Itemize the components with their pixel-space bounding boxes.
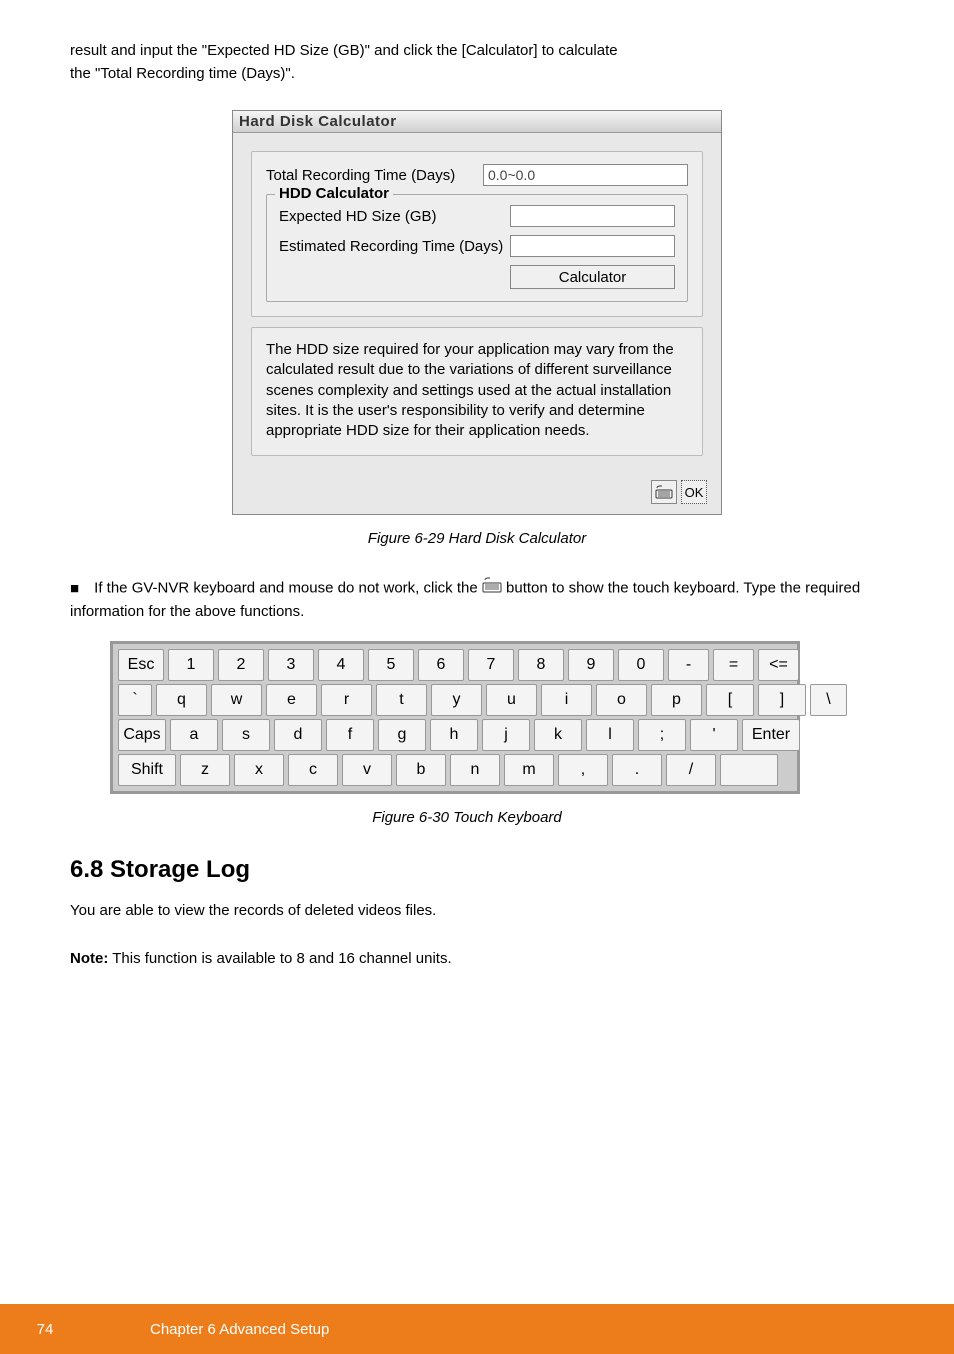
kb-key-'[interactable]: ' [690,719,738,751]
fieldset-legend: HDD Calculator [275,185,393,202]
inline-keyboard-icon [482,577,502,601]
kb-key-9[interactable]: 9 [568,649,614,681]
kb-key-][interactable]: ] [758,684,806,716]
footer-chapter: Chapter 6 Advanced Setup [90,1321,329,1338]
kb-key-w[interactable]: w [211,684,262,716]
kb-key-g[interactable]: g [378,719,426,751]
kb-key-j[interactable]: j [482,719,530,751]
kb-key-x[interactable]: x [234,754,284,786]
kb-key-h[interactable]: h [430,719,478,751]
bullet-marker: ■ [70,578,90,601]
kb-key-1[interactable]: 1 [168,649,214,681]
hdd-fieldset: HDD Calculator Expected HD Size (GB) Est… [266,194,688,302]
kb-key-t[interactable]: t [376,684,427,716]
kb-key-=[interactable]: = [713,649,754,681]
kb-key-<=[interactable]: <= [758,649,799,681]
kb-key-e[interactable]: e [266,684,317,716]
kb-key-3[interactable]: 3 [268,649,314,681]
kb-key-5[interactable]: 5 [368,649,414,681]
kb-key-z[interactable]: z [180,754,230,786]
intro-paragraph: result and input the "Expected HD Size (… [70,40,884,85]
note-body: This function is available to 8 and 16 c… [112,950,451,967]
kb-key-`[interactable]: ` [118,684,152,716]
figure-caption-1: Figure 6-29 Hard Disk Calculator [70,530,884,547]
keyboard-instruction: ■ If the GV-NVR keyboard and mouse do no… [70,577,884,623]
kb-key-a[interactable]: a [170,719,218,751]
estimated-time-input[interactable] [510,235,675,257]
page-number: 74 [0,1321,90,1338]
section-body: You are able to view the records of dele… [70,900,884,923]
kb-key-\[interactable]: \ [810,684,847,716]
kb-key-k[interactable]: k [534,719,582,751]
expected-hd-label: Expected HD Size (GB) [279,208,510,225]
kb-key-u[interactable]: u [486,684,537,716]
touch-keyboard: Esc1234567890-=<=`qwertyuiop[]\Capsasdfg… [110,641,800,794]
section-note: Note: This function is available to 8 an… [70,948,884,971]
kb-key-;[interactable]: ; [638,719,686,751]
disclaimer-text: The HDD size required for your applicati… [266,340,688,441]
kb-key-i[interactable]: i [541,684,592,716]
kb-key-o[interactable]: o [596,684,647,716]
kb-key-v[interactable]: v [342,754,392,786]
kb-key--[interactable]: - [668,649,709,681]
expected-hd-input[interactable] [510,205,675,227]
upper-panel: Total Recording Time (Days) HDD Calculat… [251,151,703,317]
kb-key-Esc[interactable]: Esc [118,649,164,681]
dialog-title: Hard Disk Calculator [233,111,721,133]
kb-key-blank[interactable] [720,754,778,786]
kb-key-7[interactable]: 7 [468,649,514,681]
total-recording-label: Total Recording Time (Days) [266,167,483,184]
total-recording-input[interactable] [483,164,688,186]
kb-key-6[interactable]: 6 [418,649,464,681]
page-footer: 74 Chapter 6 Advanced Setup [0,1304,954,1354]
kb-key-p[interactable]: p [651,684,702,716]
kb-key-s[interactable]: s [222,719,270,751]
keyboard-icon [655,485,673,499]
kb-key-l[interactable]: l [586,719,634,751]
kb-key-r[interactable]: r [321,684,372,716]
disclaimer-panel: The HDD size required for your applicati… [251,327,703,456]
calculator-button[interactable]: Calculator [510,265,675,289]
kb-key-y[interactable]: y [431,684,482,716]
kb-key-Caps[interactable]: Caps [118,719,166,751]
kb-key-8[interactable]: 8 [518,649,564,681]
kb-key-,[interactable]: , [558,754,608,786]
kb-key-.[interactable]: . [612,754,662,786]
kb-key-[[interactable]: [ [706,684,754,716]
hdd-calculator-dialog: Hard Disk Calculator Total Recording Tim… [232,110,722,515]
kb-key-d[interactable]: d [274,719,322,751]
kb-key-Shift[interactable]: Shift [118,754,176,786]
kb-key-2[interactable]: 2 [218,649,264,681]
figure-caption-2: Figure 6-30 Touch Keyboard [50,809,884,826]
kb-key-m[interactable]: m [504,754,554,786]
kb-key-4[interactable]: 4 [318,649,364,681]
section-title: 6.8 Storage Log [70,856,884,884]
kb-key-b[interactable]: b [396,754,446,786]
kb-key-f[interactable]: f [326,719,374,751]
ok-button[interactable]: OK [681,480,707,504]
keyboard-button[interactable] [651,480,677,504]
kb-key-Enter[interactable]: Enter [742,719,800,751]
kb-key-/[interactable]: / [666,754,716,786]
estimated-time-label: Estimated Recording Time (Days) [279,238,510,255]
kb-key-n[interactable]: n [450,754,500,786]
kb-key-c[interactable]: c [288,754,338,786]
kb-key-0[interactable]: 0 [618,649,664,681]
note-label: Note: [70,950,108,967]
kb-key-q[interactable]: q [156,684,207,716]
